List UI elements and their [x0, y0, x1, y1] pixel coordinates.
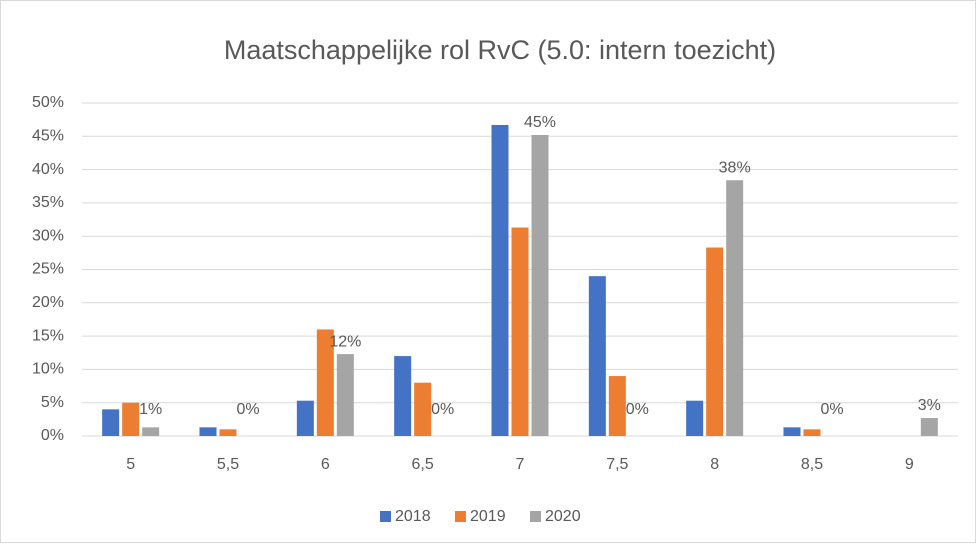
y-tick-label: 30% — [32, 227, 64, 244]
y-tick-label: 10% — [32, 361, 64, 378]
chart-title: Maatschappelijke rol RvC (5.0: intern to… — [224, 35, 776, 65]
data-label: 12% — [329, 333, 361, 350]
bar — [783, 427, 801, 436]
x-tick-label: 6 — [321, 456, 330, 473]
bar — [394, 356, 412, 436]
y-tick-label: 40% — [32, 161, 64, 178]
bar — [102, 409, 120, 436]
y-tick-label: 15% — [32, 327, 64, 344]
bar — [531, 134, 549, 436]
legend-label: 2020 — [545, 508, 581, 525]
bar — [803, 429, 821, 436]
y-tick-label: 0% — [41, 427, 64, 444]
bar — [316, 329, 334, 436]
bar — [491, 124, 509, 436]
bar — [608, 376, 626, 436]
data-label: 45% — [524, 114, 556, 131]
legend-label: 2018 — [395, 508, 431, 525]
y-tick-label: 25% — [32, 261, 64, 278]
x-tick-label: 5 — [126, 456, 135, 473]
y-tick-label: 50% — [32, 94, 64, 111]
x-tick-label: 7,5 — [606, 456, 628, 473]
data-label: 0% — [431, 401, 454, 418]
y-tick-label: 45% — [32, 128, 64, 145]
data-label: 38% — [719, 159, 751, 176]
data-label: 0% — [820, 401, 843, 418]
y-tick-label: 35% — [32, 194, 64, 211]
y-tick-label: 20% — [32, 294, 64, 311]
bar — [199, 427, 217, 436]
bar — [414, 382, 432, 436]
x-tick-label: 6,5 — [412, 456, 434, 473]
y-tick-label: 5% — [41, 394, 64, 411]
x-tick-label: 9 — [905, 456, 914, 473]
data-label: 0% — [626, 401, 649, 418]
x-tick-label: 5,5 — [217, 456, 239, 473]
bar — [296, 400, 314, 436]
legend-swatch — [380, 511, 391, 522]
bar — [588, 276, 606, 436]
bar — [511, 227, 529, 436]
bar — [920, 418, 938, 436]
bar — [219, 429, 237, 436]
bar — [686, 400, 704, 436]
bar — [142, 427, 160, 436]
bar — [706, 247, 724, 436]
legend-swatch — [455, 511, 466, 522]
bar — [726, 180, 744, 436]
x-tick-label: 7 — [516, 456, 525, 473]
x-tick-label: 8,5 — [801, 456, 823, 473]
x-tick-label: 8 — [710, 456, 719, 473]
data-label: 3% — [918, 397, 941, 414]
bar — [336, 354, 354, 436]
legend-label: 2019 — [470, 508, 506, 525]
data-label: 0% — [236, 401, 259, 418]
bar — [122, 402, 140, 436]
data-label: 1% — [139, 401, 162, 418]
legend-swatch — [530, 511, 541, 522]
